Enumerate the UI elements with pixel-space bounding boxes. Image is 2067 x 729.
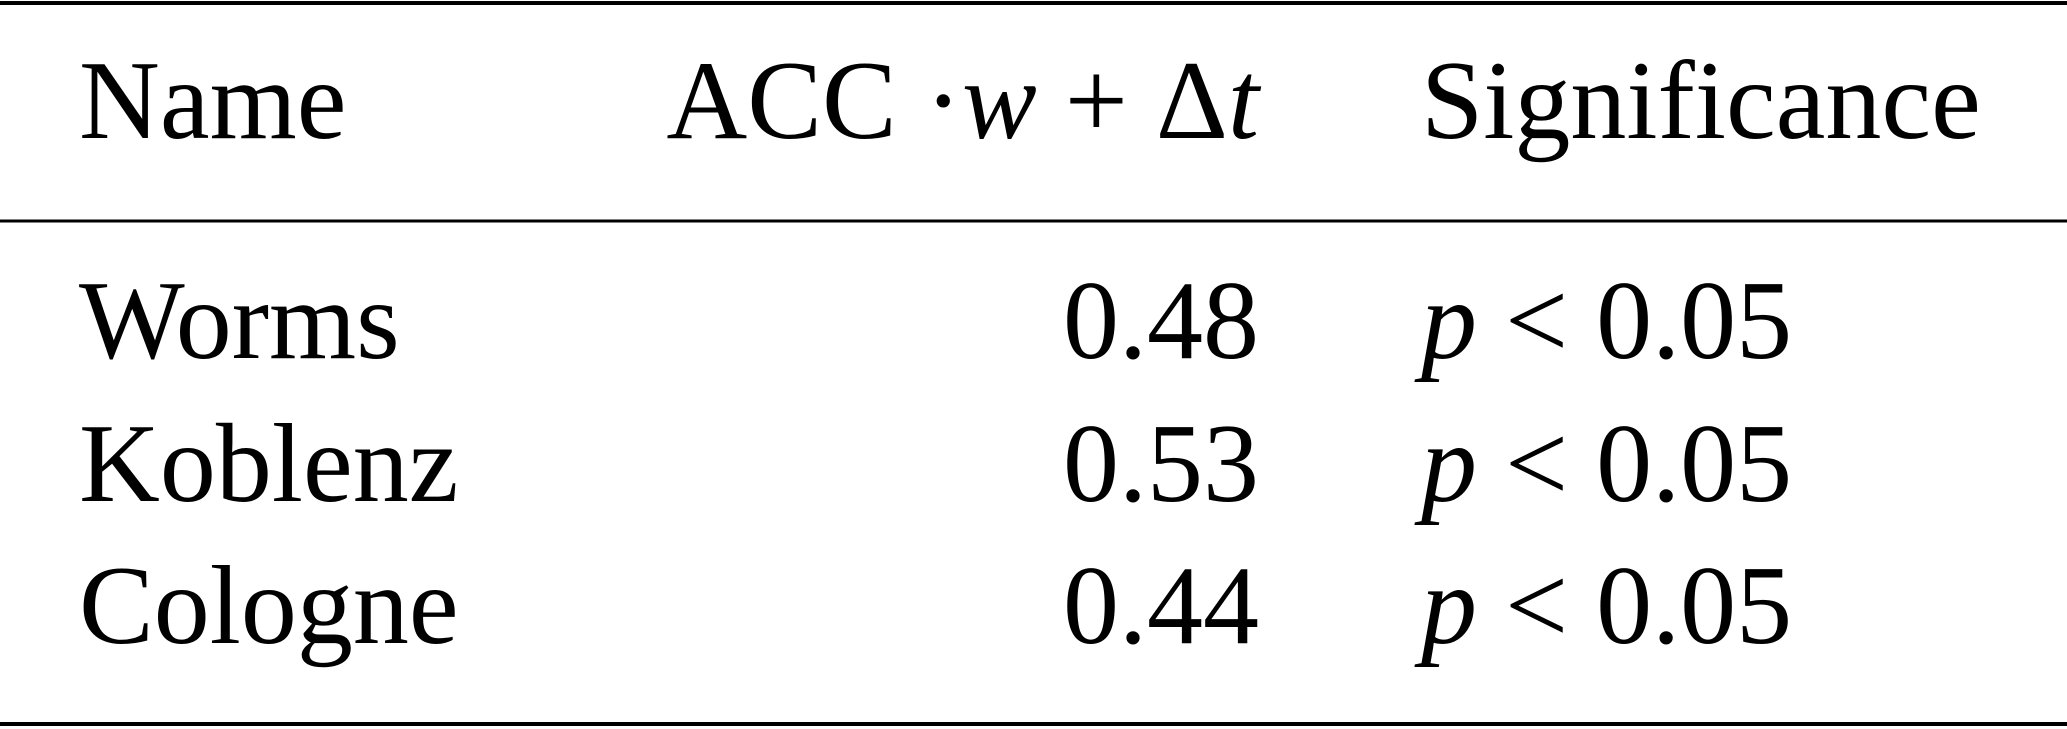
- cell-text: + Δ: [1037, 39, 1228, 163]
- cell-text: Worms: [79, 259, 400, 383]
- cell-text: t: [1228, 39, 1262, 163]
- cell-text: Cologne: [79, 544, 459, 668]
- body-cell: p < 0.05: [1414, 402, 1792, 526]
- cell-text: 0.44: [1063, 544, 1259, 668]
- cell-text: p: [1414, 544, 1477, 668]
- header-cell: Name: [79, 39, 346, 163]
- body-cell: Cologne: [79, 544, 459, 668]
- cell-text: p: [1414, 259, 1477, 383]
- cell-text: Name: [79, 39, 346, 163]
- cell-text: < 0.05: [1477, 259, 1792, 383]
- body-cell: 0.48: [1063, 259, 1259, 383]
- body-cell: Koblenz: [79, 402, 458, 526]
- cell-text: Significance: [1421, 39, 1981, 163]
- body-cell: p < 0.05: [1414, 544, 1792, 668]
- cell-text: 0.53: [1063, 402, 1259, 526]
- header-cell: Significance: [1421, 39, 1981, 163]
- cell-text: p: [1414, 402, 1477, 526]
- cell-text: w: [962, 39, 1037, 163]
- cell-text: < 0.05: [1477, 402, 1792, 526]
- cell-text: Koblenz: [79, 402, 458, 526]
- body-cell: 0.44: [1063, 544, 1259, 668]
- header-cell: ACC ·w + Δt: [666, 39, 1261, 163]
- body-cell: Worms: [79, 259, 400, 383]
- body-cell: p < 0.05: [1414, 259, 1792, 383]
- cell-text: ACC ·: [666, 39, 962, 163]
- body-cell: 0.53: [1063, 402, 1259, 526]
- cell-text: 0.48: [1063, 259, 1259, 383]
- cell-text: < 0.05: [1477, 544, 1792, 668]
